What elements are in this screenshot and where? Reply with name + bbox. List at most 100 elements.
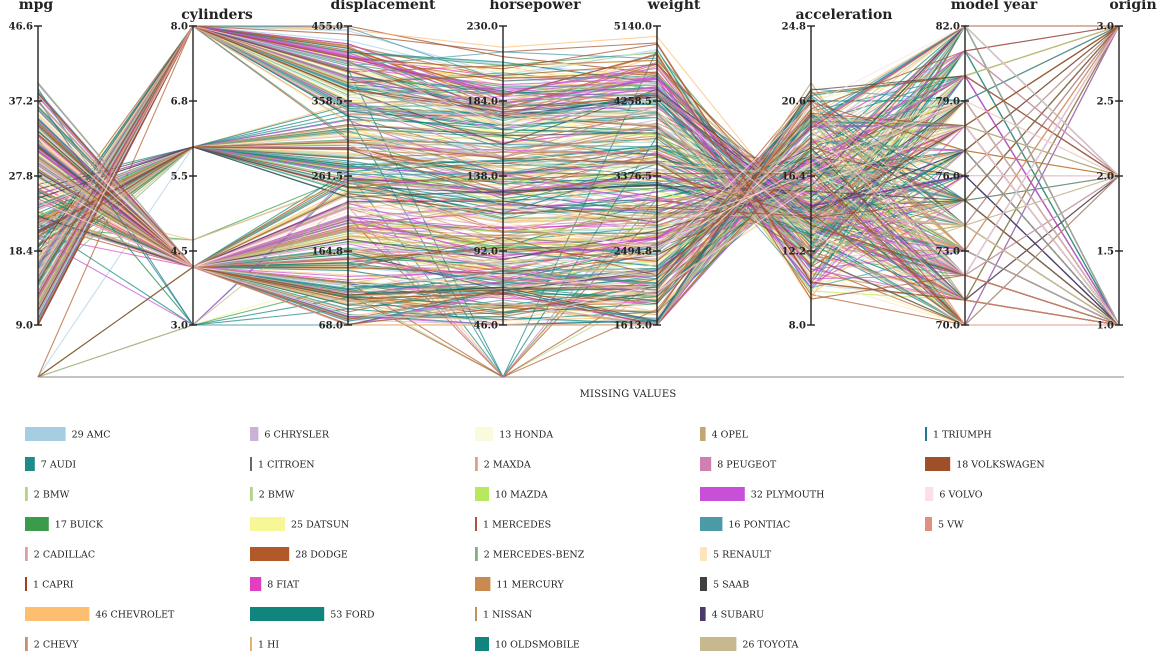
car-polyline — [37, 136, 1119, 326]
legend-item[interactable]: 26 TOYOTA — [700, 637, 799, 651]
tick-label: 73.0 — [936, 247, 960, 258]
tick-label: 3.0 — [171, 321, 188, 332]
legend-item[interactable]: 18 VOLKSWAGEN — [925, 457, 1045, 471]
legend-item[interactable]: 2 CHEVY — [25, 637, 79, 651]
legend-item[interactable]: 6 VOLVO — [925, 487, 983, 501]
legend-item[interactable]: 10 MAZDA — [475, 487, 548, 501]
legend-item[interactable]: 6 CHRYSLER — [250, 427, 330, 441]
car-polyline — [37, 99, 1120, 326]
car-polyline — [37, 124, 1120, 326]
legend-label: 6 CHRYSLER — [264, 430, 330, 441]
axis-mpg: 46.6 37.2 27.8 18.4 9.0 mpg — [9, 0, 54, 332]
axis-title-weight[interactable]: weight — [647, 0, 701, 13]
legend-item[interactable]: 5 RENAULT — [700, 547, 772, 561]
car-polyline — [37, 100, 1120, 326]
legend-item[interactable]: 13 HONDA — [475, 427, 553, 441]
legend-item[interactable]: 2 BMW — [25, 487, 70, 501]
axis-title-acceleration[interactable]: acceleration — [795, 7, 892, 23]
axis-origin: 3.0 2.5 2.0 1.5 1.0 origin — [1097, 0, 1157, 332]
legend-label: 6 VOLVO — [939, 490, 982, 501]
tick-label: 68.0 — [319, 321, 343, 332]
tick-label: 70.0 — [936, 321, 960, 332]
tick-label: 4.5 — [171, 247, 188, 258]
legend-item[interactable]: 25 DATSUN — [250, 517, 349, 531]
car-polyline — [37, 25, 1120, 326]
legend-item[interactable]: 29 AMC — [25, 427, 111, 441]
tick-label: 20.6 — [782, 97, 806, 108]
legend-label: 2 BMW — [34, 490, 70, 501]
car-polyline — [37, 147, 1120, 301]
axis-title-displacement[interactable]: displacement — [331, 0, 436, 13]
axis-title-horsepower[interactable]: horsepower — [489, 0, 581, 13]
car-polyline — [37, 25, 1120, 278]
car-polyline — [37, 24, 1120, 326]
legend-label: 2 MAXDA — [484, 460, 531, 471]
legend-item[interactable]: 32 PLYMOUTH — [700, 487, 824, 501]
tick-label: 1613.0 — [614, 321, 652, 332]
legend-item[interactable]: 11 MERCURY — [475, 577, 564, 591]
legend-label: 5 VW — [938, 520, 964, 531]
legend-swatch — [25, 607, 90, 621]
legend-item[interactable]: 8 PEUGEOT — [700, 457, 777, 471]
tick-label: 5.5 — [171, 172, 188, 183]
legend-swatch — [925, 517, 932, 531]
legend-item[interactable]: 2 MERCEDES-BENZ — [475, 547, 585, 561]
tick-label: 1.0 — [1097, 321, 1114, 332]
legend-item[interactable]: 1 MERCEDES — [475, 517, 551, 531]
legend-item[interactable]: 8 FIAT — [250, 577, 300, 591]
legend-item[interactable]: 28 DODGE — [250, 547, 348, 561]
legend-item[interactable]: 5 SAAB — [700, 577, 749, 591]
car-polyline — [37, 25, 1119, 326]
legend-item[interactable]: 1 CAPRI — [25, 577, 74, 591]
legend-swatch — [25, 487, 28, 501]
legend-swatch — [700, 457, 712, 471]
tick-label: 6.8 — [171, 97, 188, 108]
legend-item[interactable]: 5 VW — [925, 517, 964, 531]
legend-item[interactable]: 46 CHEVROLET — [25, 607, 175, 621]
car-polyline — [37, 25, 1120, 326]
legend-label: 1 NISSAN — [483, 610, 532, 621]
axis-title-mpg[interactable]: mpg — [19, 0, 54, 13]
legend-item[interactable]: 10 OLDSMOBILE — [475, 637, 580, 651]
legend-swatch — [475, 457, 478, 471]
tick-label: 184.0 — [467, 97, 498, 108]
legend-item[interactable]: 53 FORD — [250, 607, 375, 621]
legend-label: 8 PEUGEOT — [717, 460, 777, 471]
legend-item[interactable]: 17 BUICK — [25, 517, 104, 531]
car-polyline — [37, 25, 1119, 326]
legend-item[interactable]: 4 SUBARU — [700, 607, 764, 621]
tick-label: 12.2 — [782, 247, 806, 258]
axis-cylinders: 8.0 6.8 5.5 4.5 3.0 cylinders — [171, 7, 253, 332]
axis-title-origin[interactable]: origin — [1109, 0, 1156, 13]
legend-item[interactable]: 7 AUDI — [25, 457, 76, 471]
legend-label: 28 DODGE — [295, 550, 348, 561]
tick-label: 2494.8 — [614, 247, 652, 258]
legend-swatch — [925, 457, 951, 471]
legend-swatch — [250, 547, 290, 561]
legend-item[interactable]: 2 BMW — [250, 487, 295, 501]
legend-swatch — [250, 427, 259, 441]
tick-label: 37.2 — [9, 97, 33, 108]
tick-label: 4258.5 — [614, 97, 652, 108]
legend-item[interactable]: 1 CITROEN — [250, 457, 315, 471]
legend-swatch — [700, 637, 737, 651]
legend-label: 32 PLYMOUTH — [751, 490, 825, 501]
legend-item[interactable]: 2 MAXDA — [475, 457, 531, 471]
axis-title-model-year[interactable]: model year — [951, 0, 1038, 13]
legend-item[interactable]: 2 CADILLAC — [25, 547, 95, 561]
tick-label: 9.0 — [16, 321, 33, 332]
legend-item[interactable]: 1 HI — [250, 637, 279, 651]
legend-item[interactable]: 16 PONTIAC — [700, 517, 790, 531]
legend-item[interactable]: 1 NISSAN — [475, 607, 532, 621]
axis-title-cylinders[interactable]: cylinders — [181, 7, 253, 23]
legend-item[interactable]: 1 TRIUMPH — [925, 427, 992, 441]
legend-swatch — [250, 457, 252, 471]
legend-label: 1 CAPRI — [33, 580, 74, 591]
tick-label: 358.5 — [312, 97, 343, 108]
legend-item[interactable]: 4 OPEL — [700, 427, 749, 441]
legend-label: 2 CADILLAC — [34, 550, 95, 561]
car-polyline — [37, 25, 1120, 268]
car-polyline — [37, 25, 1120, 326]
legend-swatch — [250, 487, 253, 501]
